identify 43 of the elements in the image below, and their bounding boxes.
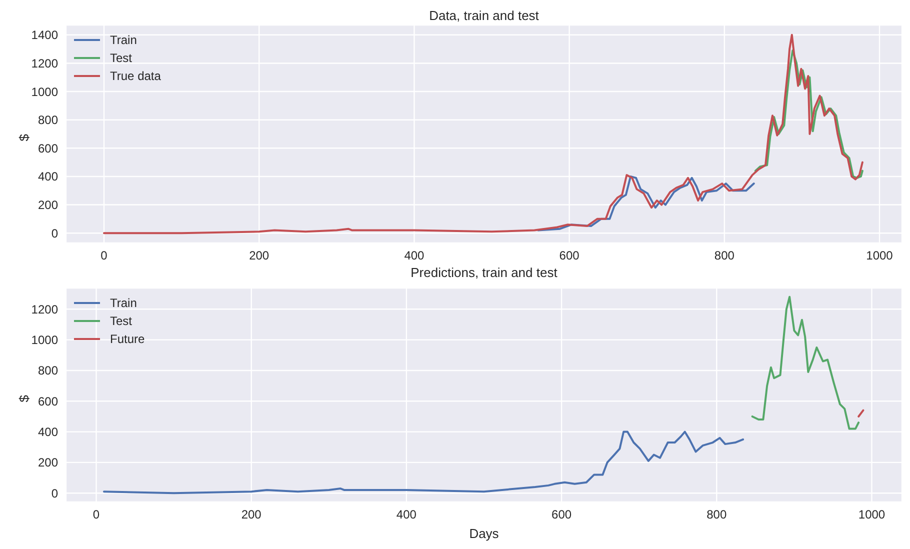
- legend-label: True data: [110, 69, 161, 83]
- y-tick-label: 200: [38, 456, 58, 470]
- y-tick-label: 0: [51, 226, 58, 240]
- x-tick-label: 800: [714, 248, 735, 263]
- line-series: [751, 296, 860, 430]
- y-tick-label: 400: [38, 425, 58, 440]
- line-series: [103, 34, 864, 234]
- legend-label: Test: [110, 314, 132, 328]
- y-tick-label: 600: [38, 141, 58, 156]
- legend-label: Train: [110, 296, 137, 310]
- y-tick-label: 200: [38, 198, 58, 212]
- line-series: [537, 175, 755, 232]
- x-axis-title: Days: [469, 526, 500, 541]
- x-tick-label: 600: [552, 508, 572, 522]
- x-tick-label: 200: [249, 248, 270, 263]
- y-tick-label: 1200: [31, 56, 58, 70]
- legend-label: Test: [110, 51, 132, 65]
- y-axis-title: $: [16, 133, 32, 142]
- chart-title: Predictions, train and test: [410, 265, 558, 282]
- x-tick-label: 400: [396, 508, 417, 522]
- y-tick-label: 1000: [31, 84, 58, 99]
- y-tick-label: 400: [38, 170, 58, 184]
- x-tick-label: 600: [559, 248, 580, 263]
- y-tick-label: 1400: [31, 28, 58, 42]
- x-tick-label: 200: [241, 508, 262, 522]
- x-tick-label: 0: [100, 248, 108, 263]
- x-tick-label: 0: [92, 508, 100, 522]
- y-axis-title: $: [16, 394, 32, 402]
- line-series: [103, 430, 744, 494]
- line-series: [754, 49, 864, 179]
- y-tick-label: 0: [51, 486, 58, 500]
- y-tick-label: 600: [38, 394, 58, 408]
- legend-label: Future: [110, 332, 145, 346]
- y-tick-label: 800: [38, 364, 58, 378]
- chart-title: Data, train and test: [428, 8, 540, 25]
- x-tick-label: 400: [404, 248, 425, 263]
- y-tick-label: 1200: [31, 302, 58, 316]
- y-tick-label: 1000: [31, 333, 58, 348]
- x-tick-label: 1000: [858, 508, 886, 522]
- x-tick-label: 1000: [866, 248, 894, 263]
- y-tick-label: 800: [38, 113, 58, 128]
- x-tick-label: 800: [706, 508, 727, 522]
- legend-label: Train: [110, 33, 137, 47]
